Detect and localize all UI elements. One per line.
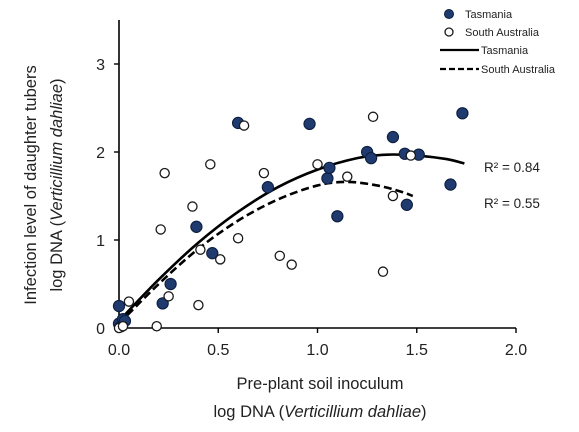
point-south-australia: [238, 120, 250, 131]
point-tasmania: [112, 299, 126, 313]
point-south-australia: [117, 320, 129, 332]
point-south-australia: [405, 150, 417, 161]
point-tasmania: [156, 297, 169, 310]
point-south-australia: [151, 320, 162, 332]
point-south-australia: [195, 244, 206, 255]
y-axis-title-species: Verticillium dahliae: [48, 84, 66, 221]
point-tasmania: [400, 198, 413, 211]
point-tasmania: [323, 161, 336, 174]
x-tick-label: 2.0: [505, 342, 527, 359]
legend-label-tasmania-trend: Tasmania: [481, 45, 529, 57]
point-south-australia: [387, 190, 399, 202]
x-axis-title-suffix: ): [421, 403, 427, 421]
point-south-australia: [367, 111, 379, 123]
legend-marker-tasmania: [444, 9, 454, 19]
y-axis-title-line1: Infection level of daughter tubers: [22, 65, 40, 304]
legend-label-south-australia-trend: South Australia: [481, 64, 556, 76]
point-south-australia: [159, 167, 170, 179]
axis-ticks: 0.0 0.5 1.0 1.5 2.0 0 1 2 3: [96, 57, 527, 359]
legend-marker-south-australia: [444, 27, 454, 37]
x-axis-title-prefix: log DNA (: [213, 403, 284, 421]
y-axis-title-line2: log DNA (Verticillium dahliae): [48, 78, 66, 291]
x-tick-label: 1.0: [306, 342, 328, 359]
point-south-australia: [205, 159, 216, 170]
axes: [118, 20, 516, 329]
x-tick-label: 0.5: [207, 342, 229, 359]
point-south-australia: [312, 159, 323, 170]
data-points: [112, 107, 469, 334]
r2-south-australia: R² = 0.55: [484, 196, 540, 211]
point-tasmania: [444, 178, 457, 191]
point-south-australia: [155, 224, 166, 235]
y-axis-title-suffix: ): [48, 78, 66, 84]
x-tick-label: 1.5: [406, 342, 428, 359]
point-south-australia: [123, 296, 135, 307]
point-south-australia: [232, 232, 244, 244]
point-tasmania: [364, 152, 378, 165]
point-tasmania: [261, 181, 275, 194]
y-tick-label: 1: [96, 233, 105, 250]
point-south-australia: [377, 266, 389, 277]
point-tasmania: [303, 117, 316, 130]
point-tasmania: [190, 220, 203, 233]
point-tasmania: [331, 210, 344, 223]
point-tasmania: [206, 247, 219, 260]
point-south-australia: [274, 250, 286, 262]
point-south-australia: [163, 291, 174, 302]
point-tasmania: [164, 277, 177, 291]
trendlines: [118, 153, 465, 325]
point-south-australia: [214, 254, 226, 265]
x-axis-title-species: Verticillium dahliae: [284, 403, 421, 421]
trendline-south-australia: [118, 180, 414, 325]
trendline-tasmania: [118, 153, 465, 322]
y-tick-label: 0: [96, 321, 105, 338]
legend-label-tasmania-points: Tasmania: [465, 9, 513, 21]
x-tick-label: 0.0: [108, 342, 130, 359]
point-south-australia: [286, 259, 297, 270]
legend-label-south-australia-points: South Australia: [465, 27, 540, 39]
point-south-australia: [193, 299, 204, 311]
x-axis-title-line1: Pre-plant soil inoculum: [237, 375, 404, 393]
legend: Tasmania South Australia Tasmania South …: [440, 9, 556, 76]
point-tasmania: [386, 130, 400, 144]
r2-tasmania: R² = 0.84: [484, 160, 540, 175]
point-tasmania: [456, 107, 469, 120]
y-tick-label: 3: [96, 57, 105, 74]
y-tick-label: 2: [96, 145, 105, 162]
y-axis-title-prefix: log DNA (: [48, 220, 66, 291]
point-south-australia: [342, 171, 353, 182]
x-axis-title-line2: log DNA (Verticillium dahliae): [213, 403, 426, 421]
point-south-australia: [258, 167, 270, 179]
point-south-australia: [187, 201, 198, 212]
point-tasmania: [321, 172, 334, 185]
